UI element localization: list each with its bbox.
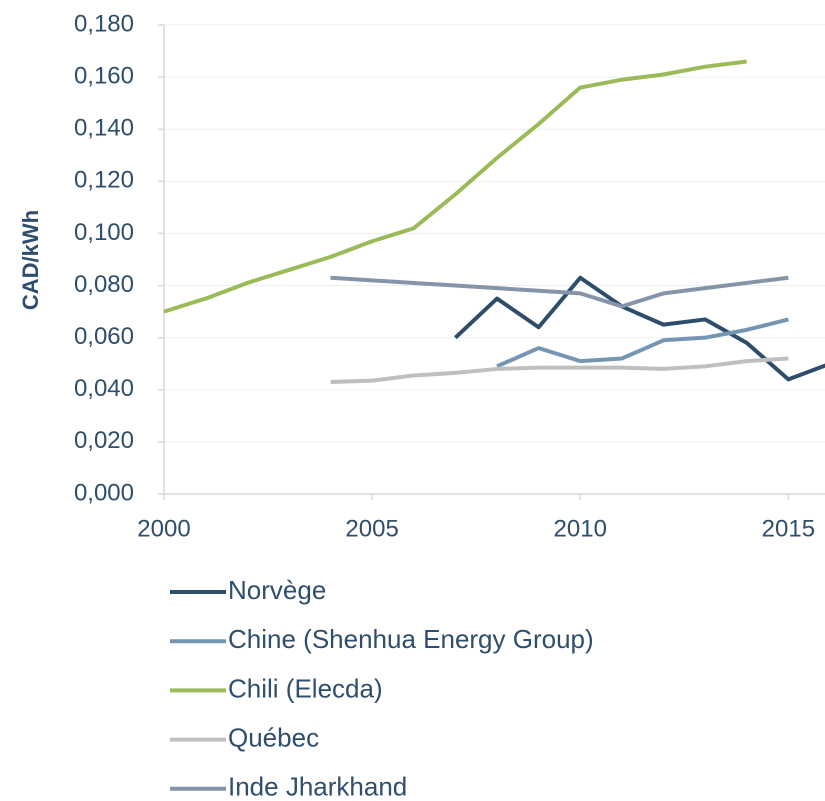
y-tick-label: 0,000: [74, 479, 134, 506]
y-tick-label: 0,100: [74, 219, 134, 246]
x-tick-label: 2000: [137, 515, 190, 542]
series-line: [454, 275, 825, 382]
y-tick-label: 0,160: [74, 62, 134, 89]
y-tick-label: 0,060: [74, 323, 134, 350]
y-tick-label: 0,180: [74, 10, 134, 37]
legend-label: Chili (Elecda): [228, 673, 383, 703]
legend-label: Inde Jharkhand: [228, 772, 407, 801]
x-tick-label: 2005: [345, 515, 398, 542]
series-line: [496, 317, 789, 369]
y-tick-label: 0,080: [74, 271, 134, 298]
y-axis-label: CAD/kWh: [18, 210, 43, 310]
y-tick-label: 0,040: [74, 375, 134, 402]
series-line: [330, 356, 789, 384]
y-tick-label: 0,140: [74, 115, 134, 142]
series-line: [330, 275, 789, 309]
legend-label: Norvège: [228, 575, 326, 605]
y-tick-label: 0,020: [74, 427, 134, 454]
legend-label: Québec: [228, 722, 319, 752]
y-tick-label: 0,120: [74, 167, 134, 194]
x-tick-label: 2015: [762, 515, 815, 542]
legend-label: Chine (Shenhua Energy Group): [228, 624, 594, 654]
series-line: [163, 59, 747, 314]
x-tick-label: 2010: [554, 515, 607, 542]
